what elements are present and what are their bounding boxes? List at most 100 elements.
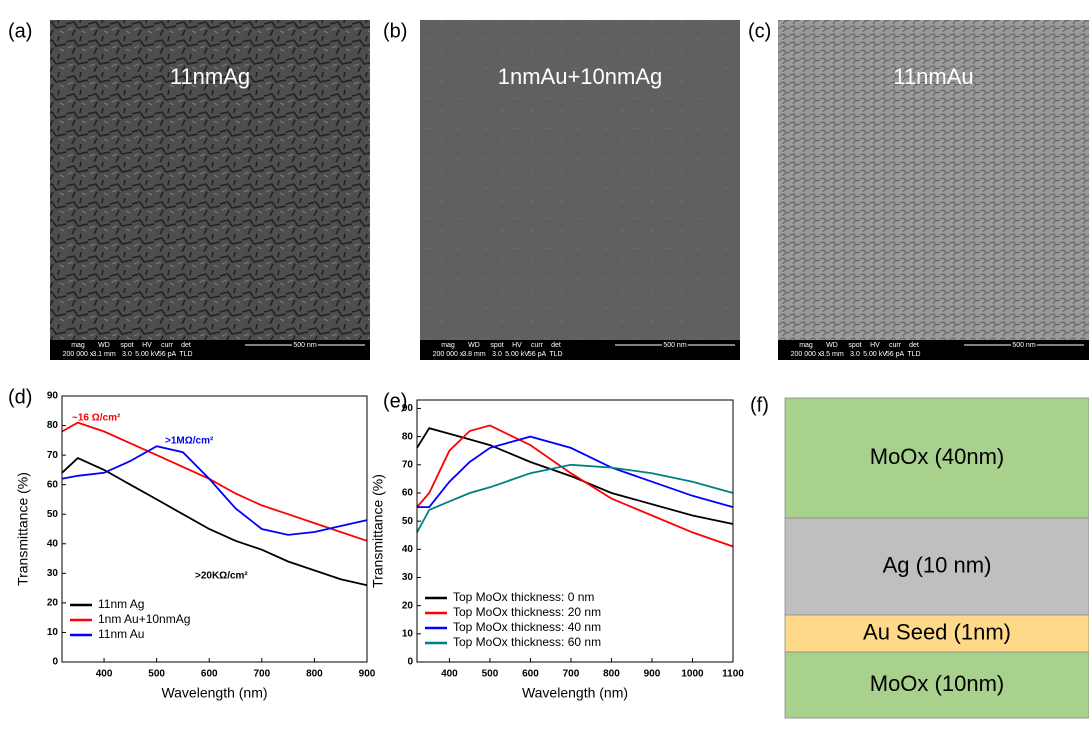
legend-label: 11nm Ag [98,597,144,611]
x-tick-label: 1100 [722,669,744,680]
content: (a) 11nmAg mag 200 000 x WD 3.1 mm spot 3.0 HV 5.… [8,20,1089,719]
info-value: 200 000 x [791,351,822,358]
panel-label: (e) [383,390,407,412]
y-tick-label: 50 [47,509,59,520]
series-line [61,445,368,536]
y-tick-label: 10 [47,627,59,638]
legend-label: Top MoOx thickness: 40 nm [453,620,601,634]
y-tick-label: 40 [402,544,414,555]
info-header: HV [142,342,152,349]
layer [784,517,1089,616]
x-tick-label: 900 [359,669,376,680]
series-line [61,457,368,587]
info-value: 3.0 [492,351,502,358]
layer-label: MoOx (40nm) [870,444,1004,469]
legend-label: 1nm Au+10nmAg [98,612,190,626]
y-tick-label: 80 [47,420,59,431]
panel-label: (d) [8,386,32,408]
y-tick-label: 10 [402,628,414,639]
info-value: 56 pA [158,351,177,358]
info-header: spot [490,342,503,349]
scale-label: 500 nm [1012,342,1036,349]
legend-label: Top MoOx thickness: 0 nm [453,590,594,604]
annotation: ~16 Ω/cm² [72,413,121,424]
info-value: 3.1 mm [92,351,116,358]
layer-label: MoOx (10nm) [870,671,1004,696]
panel-label: (c) [748,20,771,42]
x-tick-label: 700 [563,669,580,680]
y-tick-label: 40 [47,538,59,549]
info-value: 3.8 mm [462,351,486,358]
x-tick-label: 600 [522,669,539,680]
panel-label: (a) [8,20,32,42]
sem-image [50,20,370,360]
series-line [416,463,734,533]
y-tick-label: 90 [402,403,414,414]
info-value: TLD [549,351,562,358]
info-header: mag [441,342,455,349]
x-tick-label: 800 [603,669,620,680]
legend-label: Top MoOx thickness: 20 nm [453,605,601,619]
info-header: spot [120,342,133,349]
info-header: curr [161,342,174,349]
info-header: det [909,342,919,349]
y-tick-label: 20 [402,600,414,611]
scale-label: 500 nm [293,342,317,349]
y-tick-label: 60 [47,479,59,490]
layer [784,397,1089,519]
info-header: WD [468,342,480,349]
info-header: mag [71,342,85,349]
info-header: WD [98,342,110,349]
series-line [61,421,368,542]
x-axis-label: Wavelength (nm) [522,685,628,701]
y-tick-label: 60 [402,488,414,499]
info-header: spot [848,342,861,349]
info-header: det [181,342,191,349]
y-axis-label: Transmittance (%) [370,474,386,588]
panel-label: (f) [750,394,769,416]
info-value: 3.5 mm [820,351,844,358]
y-tick-label: 50 [402,516,414,527]
y-tick-label: 0 [407,657,413,668]
x-tick-label: 1000 [681,669,704,680]
x-tick-label: 600 [201,669,218,680]
x-tick-label: 900 [644,669,661,680]
info-value: 56 pA [886,351,905,358]
info-value: 200 000 x [63,351,94,358]
info-value: 5.00 kV [863,351,887,358]
y-tick-label: 0 [52,657,58,668]
x-tick-label: 400 [96,669,113,680]
info-header: mag [799,342,813,349]
info-header: det [551,342,561,349]
y-tick-label: 30 [47,568,59,579]
info-header: curr [889,342,902,349]
sem-image [778,20,1089,360]
y-tick-label: 20 [47,598,59,609]
layer [784,614,1089,653]
x-tick-label: 400 [441,669,458,680]
y-tick-label: 90 [47,391,59,402]
info-header: WD [826,342,838,349]
x-tick-label: 500 [482,669,499,680]
y-tick-label: 30 [402,572,414,583]
x-axis-label: Wavelength (nm) [161,685,267,701]
series-line [416,424,734,548]
plot-frame [416,399,734,663]
info-header: HV [870,342,880,349]
scale-label: 500 nm [663,342,687,349]
y-tick-label: 70 [402,459,414,470]
plot-frame [61,395,368,663]
info-value: 5.00 kV [505,351,529,358]
info-header: curr [531,342,544,349]
info-value: 5.00 kV [135,351,159,358]
series-line [416,427,734,525]
annotation: >20KΩ/cm² [195,571,248,582]
x-tick-label: 800 [306,669,323,680]
sem-label: 1nmAu+10nmAg [498,64,663,89]
info-value: 3.0 [850,351,860,358]
y-axis-label: Transmittance (%) [15,472,31,586]
annotation: >1MΩ/cm² [165,436,214,447]
y-tick-label: 80 [402,431,414,442]
